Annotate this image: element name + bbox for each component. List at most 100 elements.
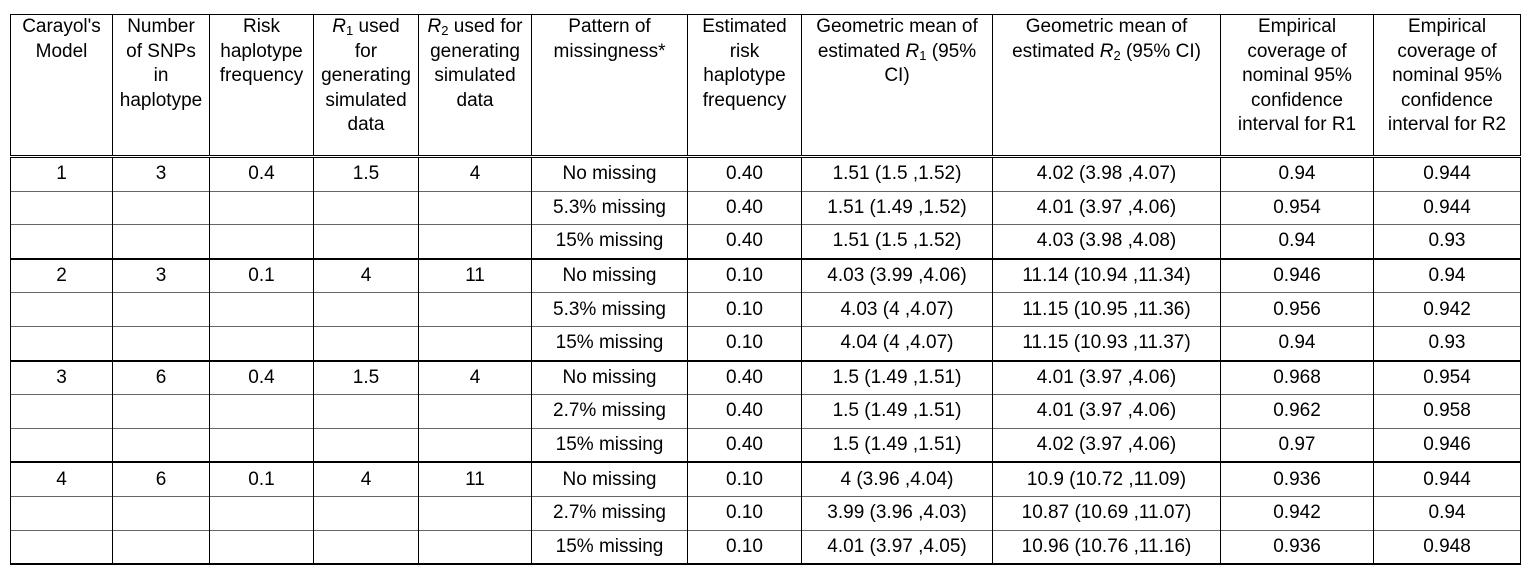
num-snps-cell	[112, 394, 210, 429]
header-risk-freq: Risk haplotype frequency	[209, 14, 314, 158]
pattern-cell: 5.3% missing	[531, 292, 688, 327]
geomean-r1-cell: 1.51 (1.49 ,1.52)	[801, 190, 993, 225]
risk-freq-cell: 0.4	[209, 359, 314, 395]
r2-used-cell	[418, 190, 532, 225]
header-coverage-r2: Empirical coverage of nominal 95% confidenc…	[1373, 14, 1521, 158]
model-cell	[10, 325, 113, 361]
num-snps-cell	[112, 325, 210, 361]
r1-used-cell: 4	[313, 257, 419, 293]
coverage-r2-cell: 0.954	[1373, 359, 1521, 395]
header-r2-used: R2 used for generating simulated data	[418, 14, 532, 158]
geomean-r1-cell: 1.5 (1.49 ,1.51)	[801, 359, 993, 395]
header-num-snps: Number of SNPs in haplotype	[112, 14, 210, 158]
estimated-freq-cell: 0.40	[687, 427, 802, 463]
table-row: 2.7% missing 0.40 1.5 (1.49 ,1.51) 4.01 (3.…	[10, 394, 1521, 429]
geomean-r1-cell: 1.5 (1.49 ,1.51)	[801, 394, 993, 429]
risk-freq-cell	[209, 190, 314, 225]
coverage-r1-cell: 0.954	[1220, 190, 1374, 225]
coverage-r2-cell: 0.958	[1373, 394, 1521, 429]
num-snps-cell	[112, 427, 210, 463]
coverage-r1-cell: 0.956	[1220, 292, 1374, 327]
estimated-freq-cell: 0.40	[687, 394, 802, 429]
pattern-cell: No missing	[531, 257, 688, 293]
r1-used-cell	[313, 325, 419, 361]
r2-used-cell: 11	[418, 257, 532, 293]
geomean-r2-cell: 4.02 (3.98 ,4.07)	[992, 156, 1221, 192]
r2-used-cell	[418, 224, 532, 259]
geomean-r2-cell: 10.96 (10.76 ,11.16)	[992, 529, 1221, 566]
table-row: 2 3 0.1 4 11 No missing 0.10 4.03 (3.99 ,4.06) 1…	[10, 257, 1521, 293]
num-snps-cell	[112, 292, 210, 327]
num-snps-cell: 3	[112, 156, 210, 192]
coverage-r1-cell: 0.946	[1220, 257, 1374, 293]
r1-used-cell	[313, 529, 419, 566]
num-snps-cell: 6	[112, 359, 210, 395]
coverage-r2-cell: 0.946	[1373, 427, 1521, 463]
estimated-freq-cell: 0.10	[687, 257, 802, 293]
model-cell: 4	[10, 461, 113, 497]
model-cell	[10, 529, 113, 566]
pattern-cell: 15% missing	[531, 427, 688, 463]
coverage-r2-cell: 0.93	[1373, 325, 1521, 361]
pattern-cell: 5.3% missing	[531, 190, 688, 225]
header-geomean-r1: Geometric mean of estimated R1 (95% CI)	[801, 14, 993, 158]
coverage-r2-cell: 0.944	[1373, 190, 1521, 225]
model-cell	[10, 427, 113, 463]
r1-used-cell: 1.5	[313, 156, 419, 192]
coverage-r1-cell: 0.968	[1220, 359, 1374, 395]
model-cell	[10, 190, 113, 225]
r1-used-cell	[313, 427, 419, 463]
table-row: 5.3% missing 0.40 1.51 (1.49 ,1.52) 4.01 (3…	[10, 190, 1521, 225]
estimated-freq-cell: 0.10	[687, 461, 802, 497]
pattern-cell: 15% missing	[531, 529, 688, 566]
table-row: 5.3% missing 0.10 4.03 (4 ,4.07) 11.15 (10.…	[10, 292, 1521, 327]
header-coverage-r1: Empirical coverage of nominal 95% confidenc…	[1220, 14, 1374, 158]
header-r1-used: R1 used for generating simulated data	[313, 14, 419, 158]
table-row: 4 6 0.1 4 11 No missing 0.10 4 (3.96 ,4.04) 10.9…	[10, 461, 1521, 497]
risk-freq-cell	[209, 394, 314, 429]
pattern-cell: 2.7% missing	[531, 394, 688, 429]
table-row: 3 6 0.4 1.5 4 No missing 0.40 1.5 (1.49 ,1.51) 4…	[10, 359, 1521, 395]
coverage-r1-cell: 0.94	[1220, 325, 1374, 361]
geomean-r2-cell: 11.15 (10.93 ,11.37)	[992, 325, 1221, 361]
num-snps-cell	[112, 495, 210, 531]
coverage-r1-cell: 0.936	[1220, 529, 1374, 566]
coverage-r1-cell: 0.97	[1220, 427, 1374, 463]
risk-freq-cell	[209, 224, 314, 259]
geomean-r2-cell: 4.02 (3.97 ,4.06)	[992, 427, 1221, 463]
r1-used-cell: 1.5	[313, 359, 419, 395]
coverage-r1-cell: 0.94	[1220, 224, 1374, 259]
estimated-freq-cell: 0.40	[687, 190, 802, 225]
coverage-r1-cell: 0.962	[1220, 394, 1374, 429]
coverage-r2-cell: 0.93	[1373, 224, 1521, 259]
geomean-r2-cell: 4.01 (3.97 ,4.06)	[992, 359, 1221, 395]
coverage-r1-cell: 0.936	[1220, 461, 1374, 497]
geomean-r1-cell: 3.99 (3.96 ,4.03)	[801, 495, 993, 531]
num-snps-cell: 6	[112, 461, 210, 497]
header-model: Carayol's Model	[10, 14, 113, 158]
geomean-r2-cell: 4.03 (3.98 ,4.08)	[992, 224, 1221, 259]
pattern-cell: 2.7% missing	[531, 495, 688, 531]
table-row: 2.7% missing 0.10 3.99 (3.96 ,4.03) 10.87 (…	[10, 495, 1521, 531]
risk-freq-cell	[209, 325, 314, 361]
r2-used-cell	[418, 292, 532, 327]
model-cell	[10, 394, 113, 429]
pattern-cell: 15% missing	[531, 224, 688, 259]
num-snps-cell	[112, 529, 210, 566]
geomean-r2-cell: 10.87 (10.69 ,11.07)	[992, 495, 1221, 531]
estimated-freq-cell: 0.40	[687, 156, 802, 192]
coverage-r2-cell: 0.944	[1373, 156, 1521, 192]
r2-used-cell: 4	[418, 156, 532, 192]
pattern-cell: No missing	[531, 359, 688, 395]
r1-used-cell	[313, 394, 419, 429]
r2-used-cell	[418, 325, 532, 361]
geomean-r2-cell: 4.01 (3.97 ,4.06)	[992, 190, 1221, 225]
header-estimated-freq: Estimated risk haplotype frequency	[687, 14, 802, 158]
risk-freq-cell	[209, 495, 314, 531]
coverage-r1-cell: 0.94	[1220, 156, 1374, 192]
r1-used-cell: 4	[313, 461, 419, 497]
model-cell	[10, 224, 113, 259]
geomean-r2-cell: 11.14 (10.94 ,11.34)	[992, 257, 1221, 293]
estimated-freq-cell: 0.40	[687, 359, 802, 395]
table-row: 15% missing 0.40 1.5 (1.49 ,1.51) 4.02 (3.9…	[10, 427, 1521, 463]
